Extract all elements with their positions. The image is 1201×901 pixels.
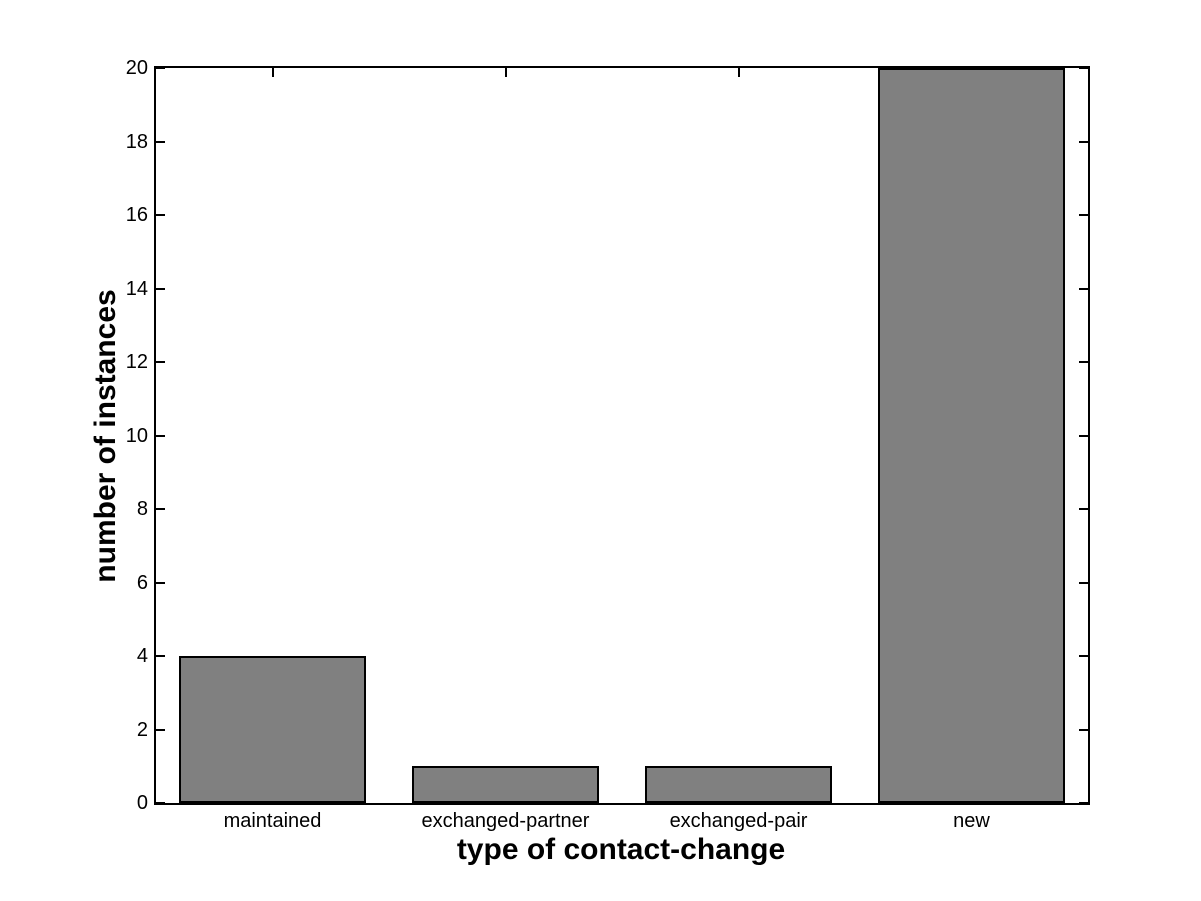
- y-tick-mark-right: [1079, 361, 1088, 363]
- y-tick-mark-right: [1079, 508, 1088, 510]
- y-tick-mark-left: [156, 581, 165, 584]
- y-tick-label: 8: [136, 498, 148, 520]
- y-tick-mark-right: [1079, 67, 1088, 69]
- y-tick-mark-left: [156, 802, 165, 804]
- x-tick-mark-top: [737, 68, 740, 77]
- x-axis-label: type of contact-change: [456, 833, 786, 866]
- y-tick-label: 10: [125, 424, 148, 447]
- bar-exchanged-partner: [412, 766, 599, 803]
- y-tick-label: 14: [125, 277, 148, 300]
- y-tick-mark-left: [156, 214, 165, 216]
- x-tick-label-new: new: [953, 810, 990, 832]
- bar-maintained: [179, 656, 366, 803]
- y-tick-mark-left: [156, 508, 165, 510]
- y-tick-label: 16: [125, 204, 148, 226]
- y-tick-mark-right: [1079, 655, 1088, 657]
- y-tick-mark-right: [1079, 140, 1088, 143]
- y-tick-label: 18: [125, 130, 148, 153]
- y-tick-label: 0: [136, 792, 148, 814]
- x-tick-mark-top: [271, 68, 274, 77]
- bar-new: [878, 68, 1065, 803]
- x-tick-mark-top: [504, 68, 507, 77]
- y-tick-label: 4: [136, 645, 148, 667]
- y-tick-mark-left: [156, 434, 165, 437]
- y-tick-mark-left: [156, 67, 165, 69]
- y-tick-mark-left: [156, 140, 165, 143]
- y-tick-label: 20: [125, 57, 148, 79]
- y-tick-mark-right: [1079, 728, 1088, 731]
- y-tick-mark-right: [1079, 287, 1088, 290]
- y-tick-label: 6: [136, 571, 148, 594]
- y-tick-mark-right: [1079, 802, 1088, 804]
- bar-exchanged-pair: [645, 766, 832, 803]
- y-tick-mark-left: [156, 361, 165, 363]
- y-tick-mark-right: [1079, 214, 1088, 216]
- y-tick-label: 2: [136, 718, 148, 741]
- y-tick-mark-left: [156, 728, 165, 731]
- y-tick-mark-left: [156, 287, 165, 290]
- x-tick-label-maintained: maintained: [223, 810, 322, 832]
- y-tick-label: 12: [125, 351, 148, 373]
- x-tick-label-exchanged-partner: exchanged-partner: [421, 810, 590, 832]
- plot-area: [154, 66, 1090, 805]
- y-tick-mark-right: [1079, 434, 1088, 437]
- y-tick-mark-left: [156, 655, 165, 657]
- x-tick-label-exchanged-pair: exchanged-pair: [669, 810, 808, 832]
- y-tick-mark-right: [1079, 581, 1088, 584]
